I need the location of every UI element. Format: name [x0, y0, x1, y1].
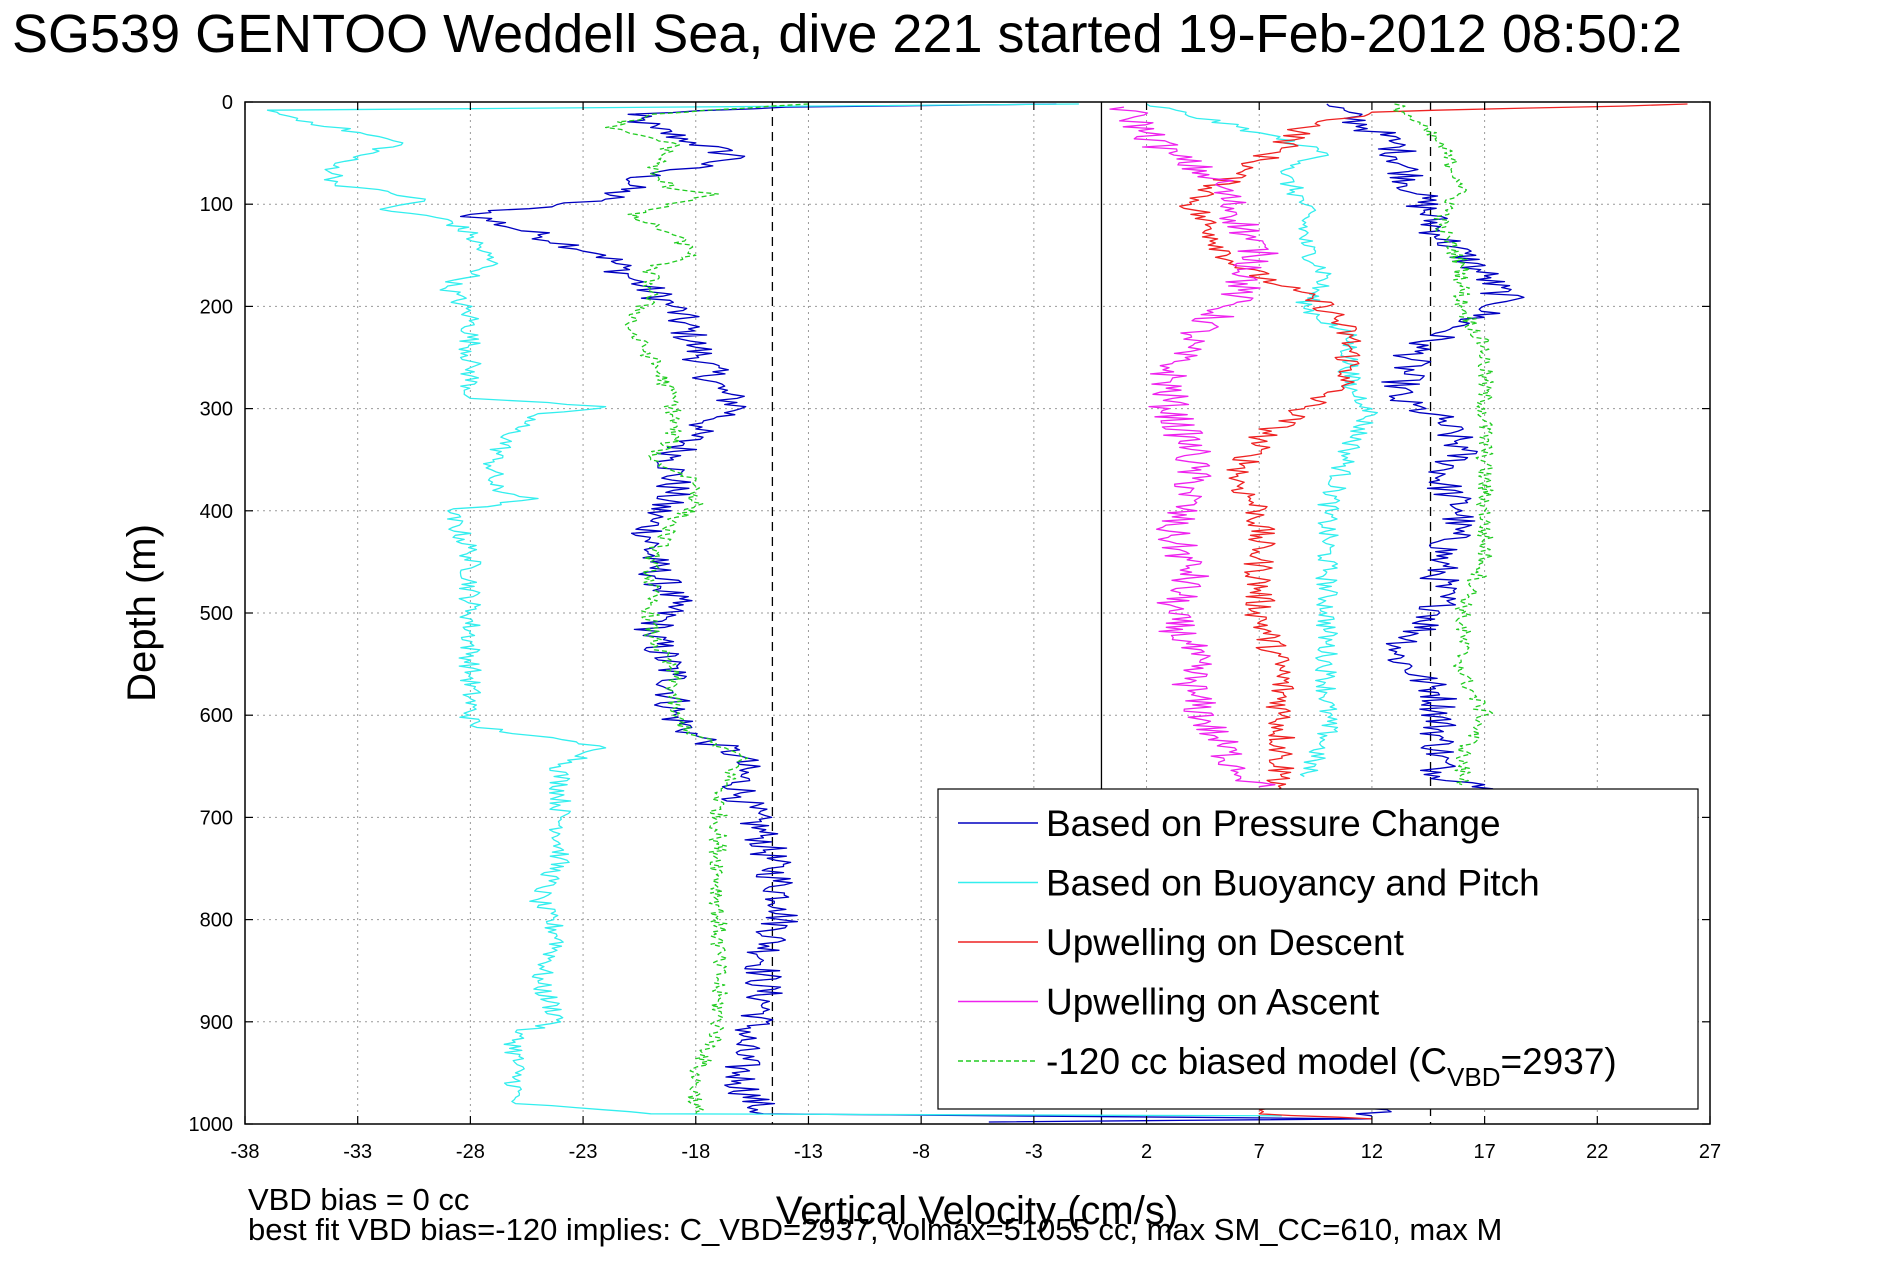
x-tick-label: -8 — [912, 1141, 930, 1163]
x-tick-label: -23 — [569, 1141, 598, 1163]
x-tick-label: 22 — [1586, 1141, 1608, 1163]
x-tick-label: -28 — [456, 1141, 485, 1163]
x-axis-label: Vertical Velocity (cm/s) — [776, 1189, 1178, 1233]
legend-label: Based on Buoyancy and Pitch — [1046, 863, 1540, 904]
x-tick-label: -18 — [681, 1141, 710, 1163]
y-tick-label: 200 — [200, 296, 233, 318]
legend: Based on Pressure Change Based on Buoyanc… — [937, 788, 1699, 1110]
y-tick-label: 300 — [200, 399, 233, 421]
footer-vbd-bias: VBD bias = 0 cc — [248, 1182, 469, 1217]
y-tick-label: 800 — [200, 910, 233, 932]
y-tick-label: 0 — [222, 92, 233, 114]
y-tick-label: 400 — [200, 501, 233, 523]
y-tick-label: 700 — [200, 807, 233, 829]
y-axis-ticks: 0 100 200 300 400 500 600 700 800 900 1000 — [189, 92, 1710, 1136]
y-axis-label: Depth (m) — [120, 524, 164, 702]
y-tick-label: 600 — [200, 705, 233, 727]
legend-label: Upwelling on Ascent — [1046, 982, 1380, 1023]
x-tick-label: -13 — [794, 1141, 823, 1163]
x-tick-label: 12 — [1361, 1141, 1383, 1163]
x-tick-label: 7 — [1254, 1141, 1265, 1163]
y-tick-label: 100 — [200, 194, 233, 216]
series-line — [266, 103, 1378, 1117]
x-tick-label: -3 — [1025, 1141, 1043, 1163]
x-tick-label: 2 — [1141, 1141, 1152, 1163]
x-tick-label: -38 — [231, 1141, 260, 1163]
legend-label: Upwelling on Descent — [1046, 922, 1405, 963]
x-tick-label: -33 — [343, 1141, 372, 1163]
y-tick-label: 500 — [200, 603, 233, 625]
x-tick-label: 27 — [1699, 1141, 1721, 1163]
x-axis-ticks: -38 -33 -28 -23 -18 -13 -8 -3 2 7 12 17 22 27 — [231, 102, 1721, 1163]
series-line — [604, 103, 1495, 1115]
legend-box — [937, 788, 1699, 1110]
footer-best-fit: best fit VBD bias=-120 implies: C_VBD=29… — [248, 1212, 1502, 1247]
legend-label: Based on Pressure Change — [1046, 803, 1501, 844]
series-line — [1109, 106, 1279, 788]
y-tick-label: 1000 — [189, 1114, 234, 1136]
chart-title: SG539 GENTOO Weddell Sea, dive 221 start… — [12, 4, 1682, 64]
y-tick-label: 900 — [200, 1012, 233, 1034]
x-tick-label: 17 — [1473, 1141, 1495, 1163]
